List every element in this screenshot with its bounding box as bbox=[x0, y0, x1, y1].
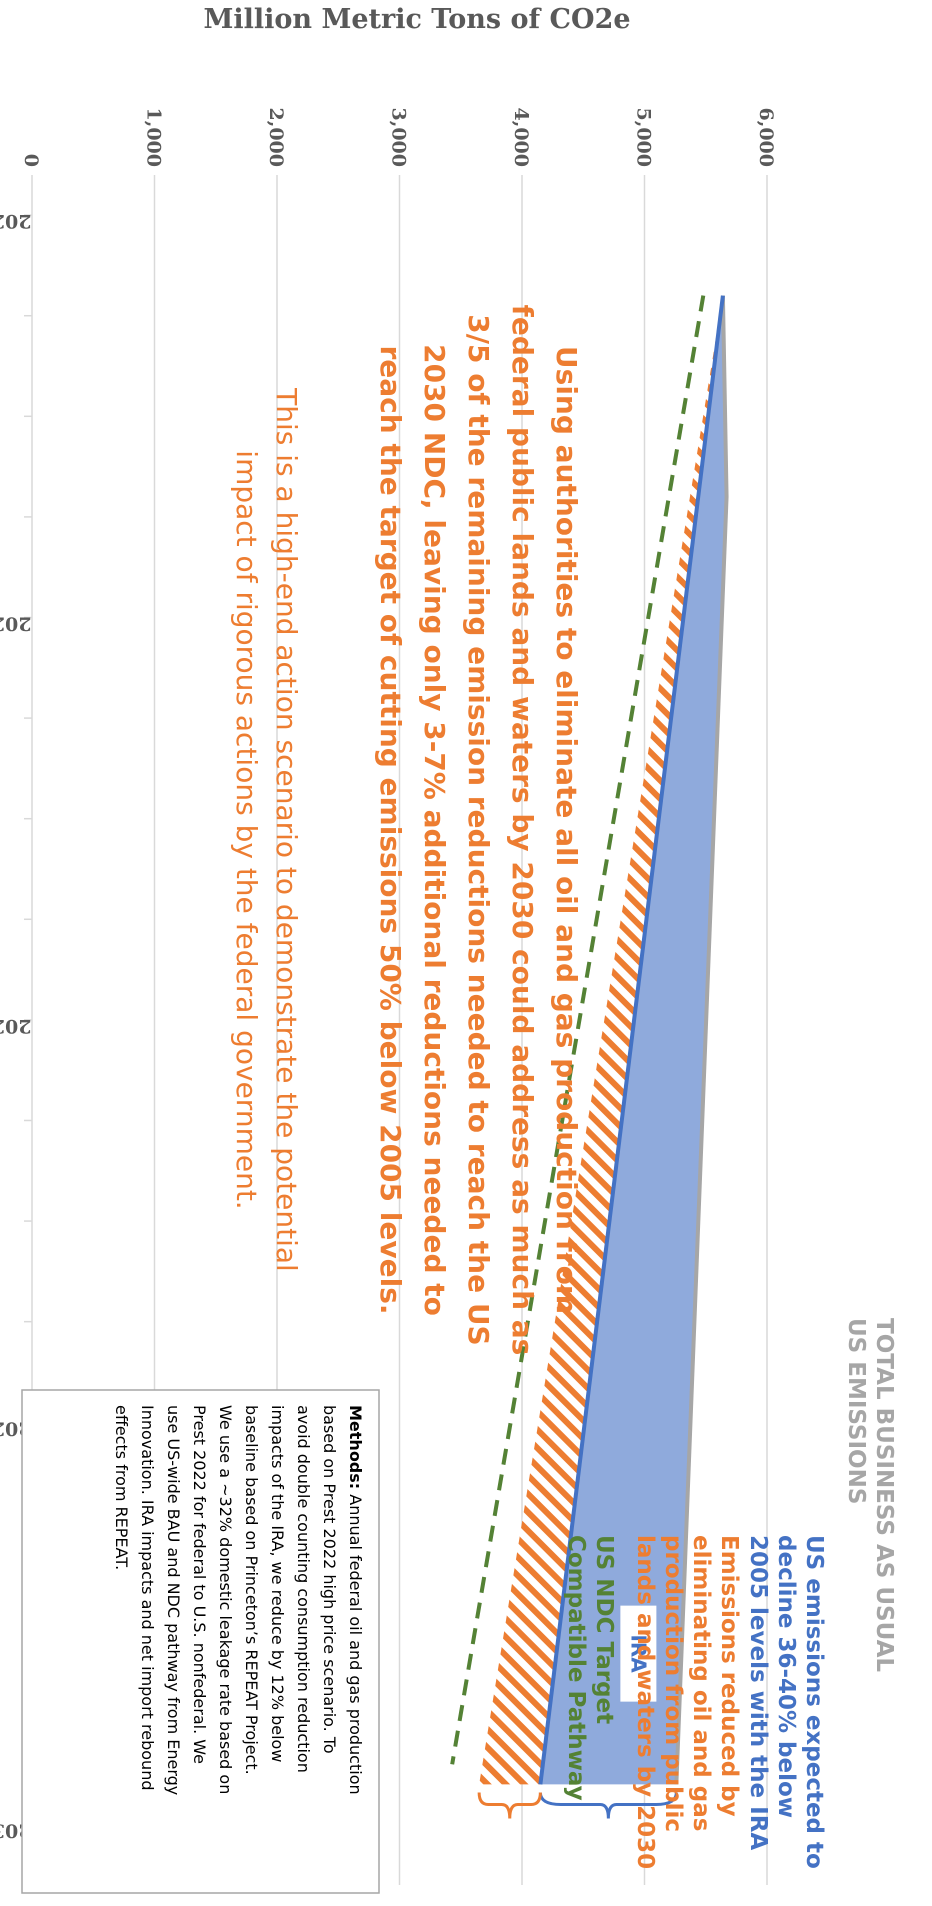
main-annotation: Using authorities to eliminate all oil a… bbox=[550, 346, 583, 1314]
y-tick-label: 5,000 bbox=[633, 108, 655, 168]
ira-line bbox=[538, 295, 725, 1785]
bau-legend-label: TOTAL BUSINESS AS USUAL bbox=[871, 1318, 897, 1672]
methods-line: impacts of the IRA, we reduce by 12% bel… bbox=[268, 1405, 287, 1762]
main-annotation: federal public lands and waters by 2030 … bbox=[506, 305, 539, 1356]
oil-gas-brace bbox=[477, 1792, 542, 1819]
ira-label-box bbox=[620, 1605, 657, 1702]
methods-line: use US-wide BAU and NDC pathway from Ene… bbox=[164, 1405, 183, 1795]
methods-label: Methods: bbox=[346, 1405, 365, 1489]
label-layer: Million Metric Tons of CO2e 0 1,000 2,000 3,… bbox=[0, 4, 897, 1894]
oil-gas-legend-label: eliminating oil and gas bbox=[688, 1535, 714, 1831]
ira-brace bbox=[538, 1792, 678, 1819]
ira-legend-label: US emissions expected to bbox=[801, 1535, 827, 1869]
y-tick-label: 0 bbox=[20, 154, 42, 167]
ira-label: IRA bbox=[626, 1634, 650, 1673]
methods-line: Prest 2022 for federal to U.S. nonfedera… bbox=[190, 1405, 209, 1764]
y-tick-label: 6,000 bbox=[755, 108, 777, 168]
methods-text: Methods: Annual federal oil and gas prod… bbox=[346, 1405, 365, 1795]
bau-line bbox=[674, 295, 729, 1785]
methods-line: effects from REPEAT. bbox=[112, 1405, 131, 1570]
ira-legend-label: 2005 levels with the IRA bbox=[745, 1535, 771, 1850]
oil-gas-legend-label: lands and waters by 2030 bbox=[632, 1535, 658, 1869]
y-tick-label: 4,000 bbox=[510, 108, 532, 168]
y-tick-label: 2,000 bbox=[265, 108, 287, 168]
bau-legend-label: US EMISSIONS bbox=[843, 1318, 869, 1504]
methods-line: We use a ~32% domestic leakage rate base… bbox=[216, 1405, 235, 1794]
oil-gas-legend-label: Emissions reduced by bbox=[716, 1535, 742, 1817]
x-tick-label: 2022 bbox=[0, 210, 31, 232]
ira-legend-label: decline 36-40% below bbox=[773, 1535, 799, 1818]
x-tick-label: 2026 bbox=[0, 1015, 31, 1037]
methods-line: based on Prest 2022 high price scenario.… bbox=[320, 1405, 339, 1754]
y-tick-label: 3,000 bbox=[388, 108, 410, 168]
x-tick-label: 2024 bbox=[0, 613, 31, 635]
secondary-annotation: impact of rigorous actions by the federa… bbox=[230, 450, 263, 1209]
secondary-annotation: This is a high-end action scenario to de… bbox=[270, 387, 303, 1272]
main-annotation: 2030 NDC, leaving only 3-7% additional r… bbox=[418, 344, 451, 1316]
y-tick-label: 1,000 bbox=[143, 108, 165, 168]
ndc-legend-label: Compatible Pathway bbox=[563, 1535, 589, 1801]
methods-line: Innovation. IRA impacts and net import r… bbox=[138, 1405, 157, 1790]
main-annotation: reach the target of cutting emissions 50… bbox=[374, 345, 407, 1314]
methods-line: avoid double counting consumption reduct… bbox=[294, 1405, 313, 1773]
methods-line: baseline based on Princeton’s REPEAT Pro… bbox=[242, 1405, 261, 1775]
ndc-legend-label: US NDC Target bbox=[591, 1535, 617, 1724]
main-annotation: 3/5 of the remaining emission reductions… bbox=[462, 314, 495, 1345]
methods-line: Annual federal oil and gas production bbox=[346, 1489, 365, 1794]
methods-box bbox=[21, 1389, 380, 1894]
oil-gas-legend-label: production from public bbox=[660, 1535, 686, 1832]
ndc-line bbox=[450, 295, 706, 1765]
chart-title: Million Metric Tons of CO2e bbox=[203, 4, 630, 35]
